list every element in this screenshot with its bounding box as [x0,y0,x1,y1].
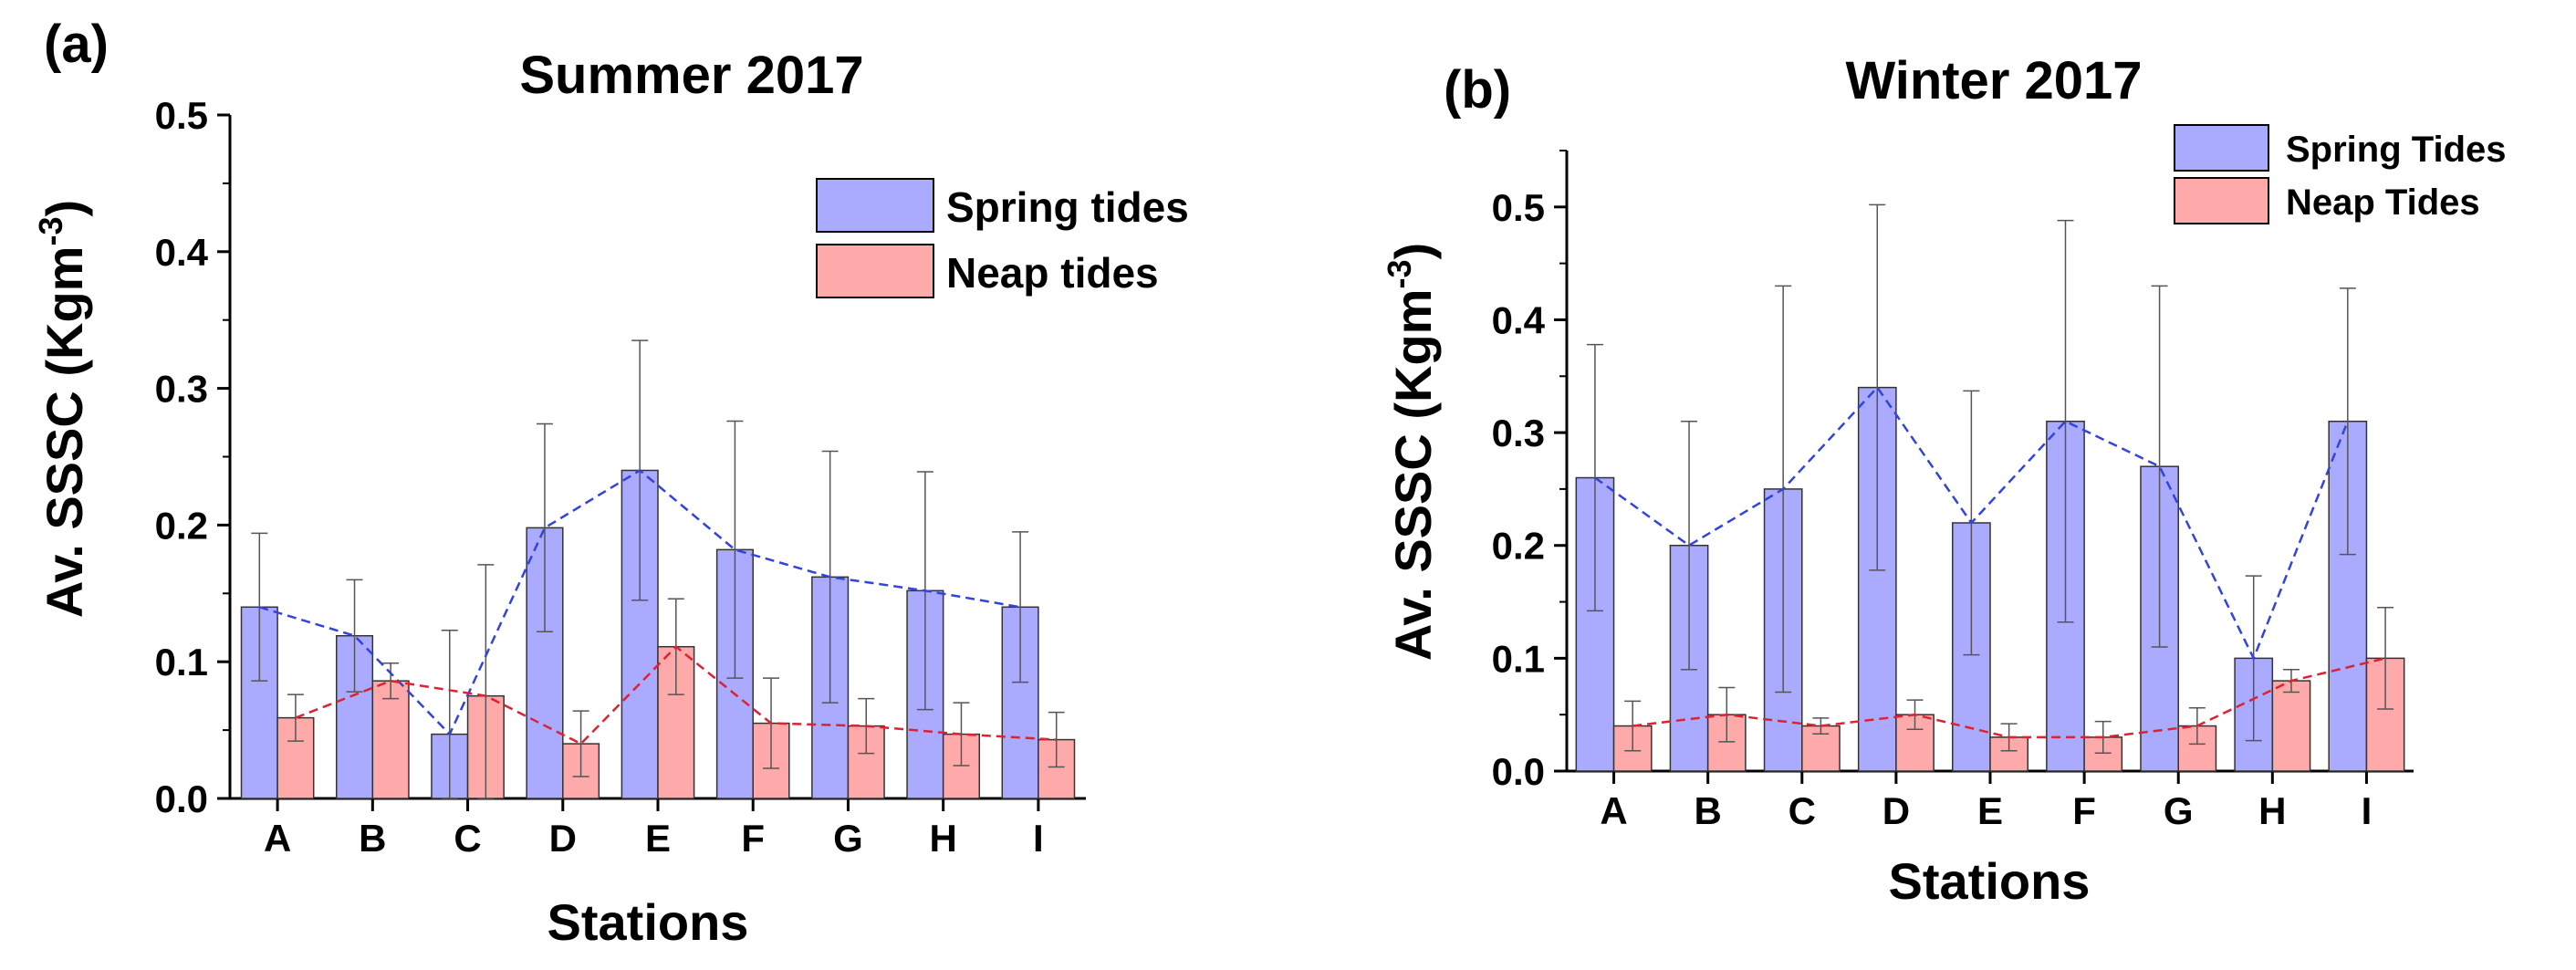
panel-b-legend: Spring Tides Neap Tides [2174,124,2507,224]
y-tick-label: 0.1 [1492,637,1545,680]
legend-label-neap: Neap tides [946,249,1159,297]
trend-line-neap [295,645,1057,746]
legend-swatch-neap [2174,177,2269,224]
panel-a-label: (a) [44,15,109,74]
legend-swatch-neap [816,244,934,298]
panel-b-plot: 0.0 0.1 0.2 0.3 0.4 0.5 A B C D E F G H I [1492,150,2414,832]
x-tick-label: E [645,817,671,860]
x-tick-label: C [454,817,481,860]
panel-a-y-axis-label: Av. SSSC (Kgm-3) [32,200,93,618]
y-tick-label: 0.2 [1492,525,1545,568]
panel-b: (b) Winter 2017 Av. SSSC (Kgm-3) Station… [1381,51,2507,910]
panel-b-label: (b) [1444,60,1511,120]
panel-a-title: Summer 2017 [519,46,863,105]
x-tick-label: H [2258,789,2286,832]
y-tick-label: 0.3 [155,368,208,411]
x-tick-label: G [2164,789,2194,832]
panel-b-x-axis-label: Stations [1889,852,2091,910]
y-tick-label: 0.3 [1492,412,1545,454]
panel-b-y-axis-label: Av. SSSC (Kgm-3) [1381,243,1442,661]
panel-a: (a) Summer 2017 Av. SSSC (Kgm-3) Station… [32,15,1189,951]
legend-swatch-spring [816,178,934,233]
x-tick-label: E [1977,789,2003,832]
panel-a-legend: Spring tides Neap tides [816,178,1189,298]
y-tick-label: 0.5 [1492,186,1545,229]
legend-label-neap: Neap Tides [2286,183,2480,223]
trend-line-spring [1594,385,2349,662]
panel-b-title: Winter 2017 [1845,51,2142,110]
x-tick-label: D [1882,789,1910,832]
x-tick-label: A [264,817,291,860]
legend-label-spring: Spring tides [946,183,1189,231]
x-tick-label: G [833,817,863,860]
y-tick-label: 0.1 [155,641,208,683]
y-tick-label: 0.4 [155,231,209,274]
legend-swatch-spring [2174,124,2269,172]
x-tick-label: B [359,817,386,860]
y-tick-label: 0.0 [1492,750,1545,793]
legend-label-spring: Spring Tides [2286,130,2507,170]
panel-a-plot: 0.0 0.1 0.2 0.3 0.4 0.5 A B C D E F G H I [155,94,1086,860]
x-tick-label: F [2072,789,2096,832]
x-tick-label: H [929,817,956,860]
y-tick-label: 0.2 [155,504,208,547]
x-tick-label: B [1694,789,1721,832]
bar-neap [2271,680,2311,772]
y-tick-label: 0.5 [155,94,208,137]
x-tick-label: F [741,817,765,860]
trend-line-spring [258,468,1021,736]
trend-line-neap [1632,657,2386,739]
y-tick-label: 0.4 [1492,298,1546,341]
x-tick-label: A [1600,789,1627,832]
bar-neap [371,680,410,799]
x-tick-label: D [549,817,577,860]
x-tick-label: C [1789,789,1816,832]
y-tick-label: 0.0 [155,777,208,820]
x-tick-label: I [1033,817,1044,860]
x-tick-label: I [2362,789,2373,832]
panel-a-x-axis-label: Stations [548,893,749,951]
